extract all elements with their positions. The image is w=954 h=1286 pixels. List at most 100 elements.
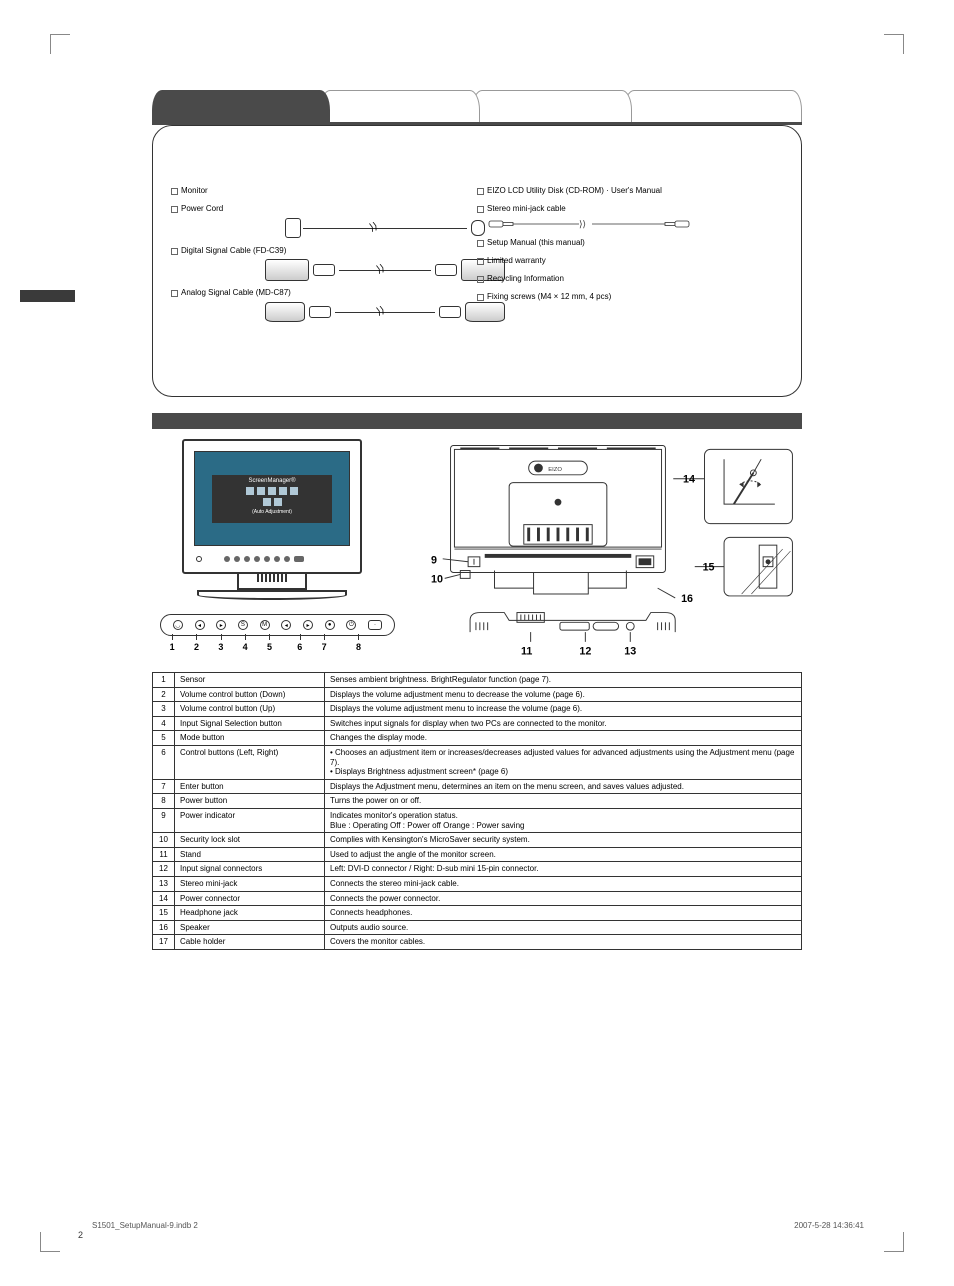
enter-icon: ● [325, 620, 335, 630]
pkg-item: Digital Signal Cable (FD-C39) ⟩⟩ [171, 246, 477, 280]
row-name: Volume control button (Up) [175, 702, 325, 717]
pkg-item-label: Monitor [181, 186, 208, 195]
table-row: 5Mode buttonChanges the display mode. [153, 731, 802, 746]
pkg-item-label: Fixing screws (M4 × 12 mm, 4 pcs) [487, 292, 611, 301]
row-desc: Left: DVI-D connector / Right: D-sub min… [325, 862, 802, 877]
row-num: 2 [153, 687, 175, 702]
row-desc: Connects headphones. [325, 906, 802, 921]
crop-mark [50, 34, 70, 54]
page-accent-bar [20, 290, 75, 302]
package-col-right: EIZO LCD Utility Disk (CD-ROM) · User's … [477, 186, 783, 330]
row-num: 16 [153, 920, 175, 935]
right-icon: ▸ [303, 620, 313, 630]
table-row: 15Headphone jackConnects headphones. [153, 906, 802, 921]
pkg-item-label: Power Cord [181, 204, 223, 213]
row-desc: Switches input signals for display when … [325, 716, 802, 731]
monitor-front-view: ScreenManager® (Auto Adjustment) ◡ ◂ ▸ S [152, 439, 421, 666]
pkg-item: Limited warranty [477, 256, 783, 266]
pkg-item: Setup Manual (this manual) [477, 238, 783, 248]
row-num: 4 [153, 716, 175, 731]
row-desc: Displays the Adjustment menu, determines… [325, 779, 802, 794]
row-num: 5 [153, 731, 175, 746]
btn-num: 4 [243, 636, 248, 652]
pkg-item: Stereo mini-jack cable ⟩⟩ [477, 204, 783, 230]
tab-1 [152, 90, 330, 122]
table-row: 17Cable holderCovers the monitor cables. [153, 935, 802, 950]
row-num: 7 [153, 779, 175, 794]
button-numbers: 1 2 3 4 5 6 7 8 x [160, 636, 395, 652]
power-icon: ⏻ [346, 620, 356, 630]
pkg-item: Analog Signal Cable (MD-C87) ⟩⟩ [171, 288, 477, 322]
vol-up-icon: ▸ [216, 620, 226, 630]
osd-title: ScreenManager® [215, 478, 329, 484]
sensor-icon: ◡ [173, 620, 183, 630]
tab-2 [320, 90, 480, 122]
controls-table: 1SensorSenses ambient brightness. Bright… [152, 672, 802, 950]
table-row: 16SpeakerOutputs audio source. [153, 920, 802, 935]
row-desc: Used to adjust the angle of the monitor … [325, 847, 802, 862]
row-desc: Senses ambient brightness. BrightRegulat… [325, 673, 802, 688]
osd-menu: ScreenManager® (Auto Adjustment) [212, 475, 332, 523]
row-num: 13 [153, 876, 175, 891]
controls-area: ScreenManager® (Auto Adjustment) ◡ ◂ ▸ S [152, 439, 802, 666]
row-name: Input signal connectors [175, 862, 325, 877]
stereo-cable-img: ⟩⟩ [487, 218, 697, 230]
row-name: Volume control button (Down) [175, 687, 325, 702]
row-desc: • Chooses an adjustment item or increase… [325, 745, 802, 779]
btn-num: 7 [322, 636, 327, 652]
row-desc: Complies with Kensington's MicroSaver se… [325, 833, 802, 848]
power-cable-img: ⟩⟩ [285, 218, 485, 238]
row-num: 12 [153, 862, 175, 877]
page-content: Monitor Power Cord ⟩⟩ Digital Signal Cab… [152, 90, 802, 950]
table-row: 6Control buttons (Left, Right)• Chooses … [153, 745, 802, 779]
row-desc: Displays the volume adjustment menu to i… [325, 702, 802, 717]
btn-num: 1 [170, 636, 175, 652]
row-name: Enter button [175, 779, 325, 794]
table-row: 12Input signal connectorsLeft: DVI-D con… [153, 862, 802, 877]
row-desc: Changes the display mode. [325, 731, 802, 746]
osd-caption: (Auto Adjustment) [215, 509, 329, 515]
svg-text:EIZO: EIZO [548, 467, 562, 473]
table-row: 14Power connectorConnects the power conn… [153, 891, 802, 906]
row-num: 17 [153, 935, 175, 950]
row-num: 10 [153, 833, 175, 848]
table-row: 8Power buttonTurns the power on or off. [153, 794, 802, 809]
row-num: 3 [153, 702, 175, 717]
pkg-item-label: Stereo mini-jack cable [487, 204, 566, 213]
signal-icon: S [238, 620, 248, 630]
page-number: 2 [78, 1230, 83, 1240]
row-name: Power button [175, 794, 325, 809]
table-row: 2Volume control button (Down)Displays th… [153, 687, 802, 702]
pkg-item: Power Cord ⟩⟩ [171, 204, 477, 238]
row-num: 15 [153, 906, 175, 921]
row-desc: Indicates monitor's operation status.Blu… [325, 808, 802, 832]
callout-16: 16 [681, 593, 693, 605]
pkg-item-label: Setup Manual (this manual) [487, 238, 585, 247]
row-name: Security lock slot [175, 833, 325, 848]
svg-text:⟩⟩: ⟩⟩ [579, 219, 586, 229]
left-icon: ◂ [281, 620, 291, 630]
footer-timestamp: 2007-5-28 14:36:41 [794, 1221, 864, 1230]
btn-num: 6 [297, 636, 302, 652]
row-name: Stand [175, 847, 325, 862]
btn-num: 3 [218, 636, 223, 652]
callout-15: 15 [702, 562, 714, 574]
table-row: 11StandUsed to adjust the angle of the m… [153, 847, 802, 862]
section-bar [152, 413, 802, 429]
row-desc: Turns the power on or off. [325, 794, 802, 809]
row-desc: Displays the volume adjustment menu to d… [325, 687, 802, 702]
row-name: Control buttons (Left, Right) [175, 745, 325, 779]
pkg-item-label: Digital Signal Cable (FD-C39) [181, 246, 286, 255]
monitor-rear-view: EIZO [431, 439, 802, 666]
callout-11: 11 [521, 646, 532, 658]
table-row: 10Security lock slotComplies with Kensin… [153, 833, 802, 848]
row-desc: Connects the stereo mini-jack cable. [325, 876, 802, 891]
pkg-item: Recycling Information [477, 274, 783, 284]
table-row: 4Input Signal Selection buttonSwitches i… [153, 716, 802, 731]
pkg-item: EIZO LCD Utility Disk (CD-ROM) · User's … [477, 186, 783, 196]
callout-12: 12 [579, 646, 591, 658]
row-name: Mode button [175, 731, 325, 746]
row-num: 1 [153, 673, 175, 688]
table-row: 3Volume control button (Up)Displays the … [153, 702, 802, 717]
tab-4 [624, 90, 802, 122]
